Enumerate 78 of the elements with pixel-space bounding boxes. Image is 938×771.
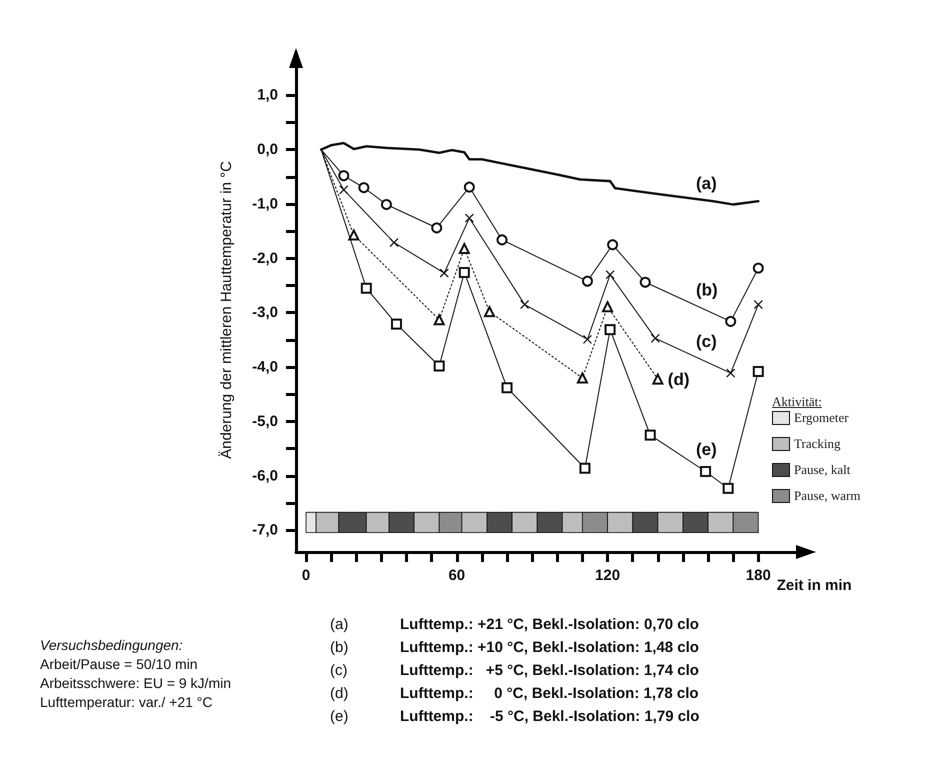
- series-label: (c): [696, 332, 717, 352]
- point: [496, 234, 508, 246]
- text: Lufttemp.: -5 °C, Bekl.-Isolation: 1,79 clo: [400, 707, 700, 727]
- text: Lufttemp.: +21 °C, Bekl.-Isolation: 0,70 clo: [400, 615, 699, 635]
- text: (d): [330, 685, 348, 702]
- y-tick-label: -6,0: [252, 467, 278, 484]
- legend-label: Ergometer: [794, 410, 849, 425]
- point: [520, 300, 530, 310]
- series-label: (a): [696, 174, 717, 194]
- point: [358, 182, 370, 194]
- series-label: (b): [696, 280, 718, 300]
- point: [602, 301, 614, 312]
- point: [652, 374, 664, 385]
- point: [389, 238, 399, 248]
- point: [607, 239, 618, 250]
- point: [582, 276, 593, 287]
- point: [434, 360, 445, 372]
- point: [348, 229, 360, 240]
- text: Arbeitsschwere: EU = 9 kJ/min: [40, 674, 232, 693]
- text: (c): [330, 662, 348, 679]
- text: (e): [330, 708, 348, 725]
- y-tick-label: -1,0: [252, 195, 278, 212]
- x-tick-label: 60: [448, 567, 466, 584]
- y-axis-title: Änderung der mittleren Hauttemperatur in °C: [218, 160, 235, 459]
- y-tick-label: -4,0: [252, 358, 278, 376]
- point: [752, 366, 764, 377]
- point: [722, 482, 734, 494]
- point: [360, 282, 372, 294]
- point: [604, 324, 616, 336]
- y-tick-label: -3,0: [252, 304, 278, 322]
- point: [458, 243, 470, 254]
- point: [754, 300, 763, 310]
- point: [338, 170, 350, 182]
- x-axis-title: Zeit in min: [776, 577, 852, 594]
- text: (a): [330, 616, 348, 633]
- series-label: (e): [696, 440, 717, 460]
- legend-label: Tracking: [794, 436, 840, 451]
- text: Arbeit/Pause = 50/10 min: [40, 655, 199, 674]
- point: [605, 270, 615, 280]
- point: [582, 334, 592, 344]
- point: [640, 276, 651, 288]
- point: [650, 334, 660, 343]
- point: [431, 222, 442, 234]
- point: [380, 199, 392, 210]
- point: [752, 262, 764, 274]
- x-tick-label: 0: [302, 567, 310, 584]
- point: [644, 430, 656, 441]
- point: [579, 462, 590, 474]
- point: [576, 372, 588, 384]
- point: [464, 182, 475, 193]
- legend-title: Aktivität:: [772, 394, 823, 409]
- series-label: (d): [668, 370, 690, 390]
- y-tick-label: -7,0: [252, 522, 278, 539]
- y-tick-label: -2,0: [252, 250, 278, 267]
- text: Versuchsbedingungen:: [40, 636, 184, 655]
- x-tick-label: 120: [595, 567, 620, 584]
- point: [700, 466, 712, 478]
- y-tick-label: 0,0: [257, 141, 278, 158]
- point: [502, 382, 513, 394]
- text: Lufttemp.: 0 °C, Bekl.-Isolation: 1,78 clo: [400, 684, 699, 704]
- point: [339, 185, 348, 194]
- legend-label: Pause, warm: [794, 488, 860, 503]
- point: [726, 368, 736, 378]
- point: [434, 314, 445, 326]
- y-tick-label: -5,0: [252, 412, 278, 430]
- text: (b): [330, 639, 348, 656]
- point: [464, 213, 474, 223]
- text: Lufttemp.: +10 °C, Bekl.-Isolation: 1,48 clo: [400, 638, 699, 658]
- y-tick-label: 1,0: [257, 86, 278, 104]
- text: Lufttemperatur: var./ +21 °C: [40, 693, 214, 712]
- point: [440, 268, 449, 278]
- text: Lufttemp.: +5 °C, Bekl.-Isolation: 1,74 clo: [400, 661, 699, 681]
- point: [391, 318, 402, 330]
- x-tick-label: 180: [746, 567, 771, 584]
- point: [725, 316, 736, 327]
- point: [458, 266, 470, 278]
- legend-label: Pause, kalt: [794, 462, 850, 477]
- point: [484, 306, 495, 318]
